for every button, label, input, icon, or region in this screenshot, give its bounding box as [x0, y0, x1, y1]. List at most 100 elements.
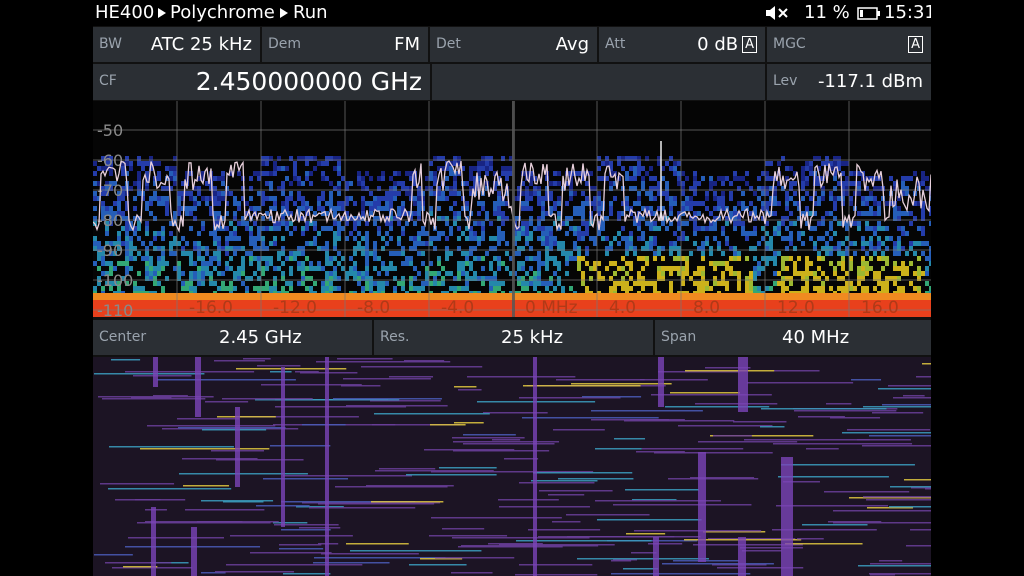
- heat-cell: [373, 201, 377, 206]
- heat-cell: [469, 226, 473, 231]
- heat-cell: [393, 186, 397, 191]
- level-cell[interactable]: Lev -117.1 dBm: [767, 64, 931, 100]
- heat-cell: [497, 216, 501, 221]
- heat-cell: [185, 191, 189, 196]
- heat-cell: [433, 176, 437, 181]
- heat-cell: [277, 221, 281, 226]
- setting-cell[interactable]: Det Avg: [430, 27, 597, 62]
- heat-cell: [653, 186, 657, 191]
- heat-cell: [861, 211, 865, 216]
- waterfall-line: [904, 479, 931, 481]
- heat-cell: [145, 256, 149, 261]
- heat-cell: [145, 221, 149, 226]
- span-cell[interactable]: Res. 25 kHz: [374, 320, 653, 355]
- heat-cell: [197, 246, 201, 251]
- center-frequency-cell[interactable]: CF 2.450000000 GHz: [93, 64, 430, 100]
- span-cell[interactable]: Center 2.45 GHz: [93, 320, 372, 355]
- heat-cell: [325, 271, 329, 276]
- heat-cell: [105, 191, 109, 196]
- heat-cell: [689, 196, 693, 201]
- heat-cell: [309, 241, 313, 246]
- heat-cell: [641, 216, 645, 221]
- heat-cell: [897, 211, 901, 216]
- span-cell[interactable]: Span 40 MHz: [655, 320, 931, 355]
- heat-cell: [397, 281, 401, 286]
- heat-cell: [821, 286, 825, 291]
- heat-cell: [213, 201, 217, 206]
- heat-cell: [129, 221, 133, 226]
- heat-cell: [549, 236, 553, 241]
- heat-cell: [521, 281, 525, 286]
- heat-cell: [677, 236, 681, 241]
- x-tick-label: 16.0: [861, 298, 899, 317]
- y-tick-label: -80: [97, 211, 123, 230]
- heat-cell: [273, 226, 277, 231]
- heat-cell: [241, 261, 245, 266]
- heat-cell: [473, 181, 477, 186]
- heat-cell: [545, 191, 549, 196]
- setting-cell[interactable]: BW ATC 25 kHz: [93, 27, 260, 62]
- heat-cell: [433, 246, 437, 251]
- heat-cell: [501, 171, 505, 176]
- heat-cell: [217, 241, 221, 246]
- heat-cell: [293, 176, 297, 181]
- heat-cell: [445, 166, 449, 171]
- heat-cell: [121, 171, 125, 176]
- heat-cell: [329, 156, 333, 161]
- heat-cell: [577, 231, 581, 236]
- heat-cell: [289, 196, 293, 201]
- heat-cell: [809, 161, 813, 166]
- heat-cell: [121, 226, 125, 231]
- setting-cell[interactable]: MGC A: [767, 27, 931, 62]
- heat-cell: [733, 251, 737, 256]
- heat-cell: [885, 281, 889, 286]
- heat-cell: [365, 261, 369, 266]
- heat-cell: [629, 176, 633, 181]
- heat-cell: [869, 236, 873, 241]
- heat-cell: [477, 171, 481, 176]
- waterfall-line: [492, 439, 521, 441]
- heat-cell: [349, 271, 353, 276]
- heat-cell: [765, 241, 769, 246]
- heat-cell: [633, 246, 637, 251]
- waterfall-line: [458, 389, 482, 391]
- heat-cell: [233, 251, 237, 256]
- heat-cell: [217, 211, 221, 216]
- heat-cell: [329, 261, 333, 266]
- heat-cell: [497, 206, 501, 211]
- heat-cell: [641, 186, 645, 191]
- heat-cell: [229, 171, 233, 176]
- heat-cell: [137, 271, 141, 276]
- heat-cell: [517, 251, 521, 256]
- heat-cell: [301, 276, 305, 281]
- heat-cell: [737, 281, 741, 286]
- heat-cell: [325, 261, 329, 266]
- heat-cell: [257, 246, 261, 251]
- heat-cell: [597, 156, 601, 161]
- heat-cell: [905, 191, 909, 196]
- setting-cell[interactable]: Dem FM: [262, 27, 428, 62]
- heat-cell: [97, 246, 101, 251]
- heat-cell: [693, 241, 697, 246]
- waterfall-line: [632, 499, 677, 501]
- heat-cell: [529, 276, 533, 281]
- heat-cell: [897, 266, 901, 271]
- heat-cell: [569, 196, 573, 201]
- heat-cell: [597, 271, 601, 276]
- heat-cell: [105, 231, 109, 236]
- heat-cell: [261, 271, 265, 276]
- heat-cell: [873, 271, 877, 276]
- heat-cell: [457, 236, 461, 241]
- heat-cell: [697, 286, 701, 291]
- heat-cell: [897, 246, 901, 251]
- setting-cell[interactable]: Att 0 dB A: [599, 27, 765, 62]
- heat-cell: [489, 161, 493, 166]
- heat-cell: [921, 241, 925, 246]
- heat-cell: [333, 186, 337, 191]
- heat-cell: [321, 171, 325, 176]
- heat-cell: [633, 221, 637, 226]
- heat-cell: [501, 236, 505, 241]
- heat-cell: [373, 241, 377, 246]
- heat-cell: [417, 206, 421, 211]
- heat-cell: [693, 221, 697, 226]
